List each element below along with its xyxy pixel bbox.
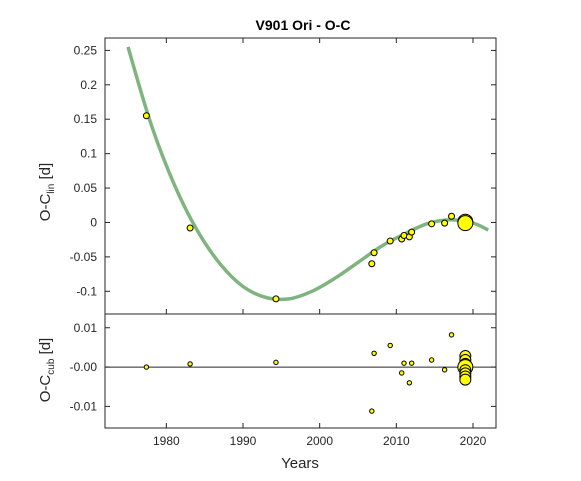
top-data-point [186, 224, 194, 232]
x-tick-label: 2000 [306, 434, 333, 448]
top-y-tick-label: 0 [90, 215, 97, 229]
bottom-y-label-sub: cub [46, 358, 57, 375]
bottom-y-label-unit: [d] [37, 338, 54, 355]
bottom-data-point [143, 364, 150, 370]
top-data-point [370, 249, 378, 257]
top-data-point [448, 212, 456, 220]
top-y-label-main: O-C [37, 194, 54, 222]
bottom-data-point [387, 342, 393, 349]
bottom-data-point [369, 408, 375, 414]
bottom-data-point [273, 359, 279, 366]
x-axis-label: Years [281, 455, 319, 472]
bottom-y-ticks: -0.01 -0.00 0.01 [70, 321, 496, 413]
bottom-data-point [448, 332, 455, 338]
x-tick-label: 1990 [230, 434, 257, 448]
bottom-data-point [399, 370, 405, 376]
top-y-tick-label: 0.2 [80, 78, 97, 92]
top-y-tick-label: -0.1 [76, 284, 97, 298]
bottom-data-points [143, 332, 474, 414]
top-data-point [368, 260, 376, 268]
top-y-tick-label: -0.05 [70, 250, 98, 264]
x-ticks: 1980 1990 2000 2010 2020 [153, 38, 487, 448]
bottom-data-point [371, 350, 377, 357]
x-tick-label: 2010 [383, 434, 410, 448]
bottom-data-point [187, 361, 193, 367]
top-panel: -0.1 -0.05 0 0.05 0.1 0.15 0.2 0.25 O-Clin [d] [37, 37, 497, 346]
top-y-tick-label: 0.25 [74, 43, 98, 57]
bottom-panel-frame [104, 313, 497, 429]
top-y-label-unit: [d] [37, 163, 54, 180]
bottom-data-point [408, 360, 415, 366]
bottom-y-tick-label: 0.01 [74, 321, 98, 335]
top-y-label-sub: lin [46, 184, 57, 194]
bottom-panel: -0.01-0.000.01 1980 1990 2000 2010 2020 O-Cc… [37, 38, 497, 472]
top-y-tick-label: 0.15 [74, 112, 98, 126]
top-y-tick-label: 0.1 [80, 147, 97, 161]
bottom-data-point [428, 357, 435, 363]
bottom-data-point [459, 373, 472, 386]
chart-title: V901 Ori - O-C [256, 17, 351, 33]
bottom-y-label-main: O-C [37, 375, 54, 403]
top-data-point [441, 219, 449, 227]
top-y-tick-label: 0.05 [74, 181, 98, 195]
bottom-y-tick-label: -0.00 [70, 360, 98, 374]
top-y-axis-label: O-Clin [d] [37, 163, 57, 221]
top-data-points [142, 112, 474, 303]
bottom-data-point [441, 367, 448, 373]
top-data-point [408, 228, 416, 236]
top-data-point [428, 220, 436, 228]
bottom-data-point [401, 360, 407, 366]
bottom-y-axis-label: O-Ccub [d] [37, 338, 57, 402]
x-tick-label: 1980 [153, 434, 180, 448]
bottom-y-tick-label: -0.01 [70, 399, 98, 413]
top-data-point [386, 237, 394, 245]
top-data-point [272, 295, 280, 303]
top-y-ticks: -0.1 -0.05 0 0.05 0.1 0.15 0.2 0.25 [70, 43, 496, 298]
top-panel-frame [104, 37, 497, 346]
top-data-point [142, 112, 150, 120]
top-data-point [457, 215, 474, 232]
x-tick-label: 2020 [460, 434, 487, 448]
bottom-data-point [406, 380, 413, 386]
